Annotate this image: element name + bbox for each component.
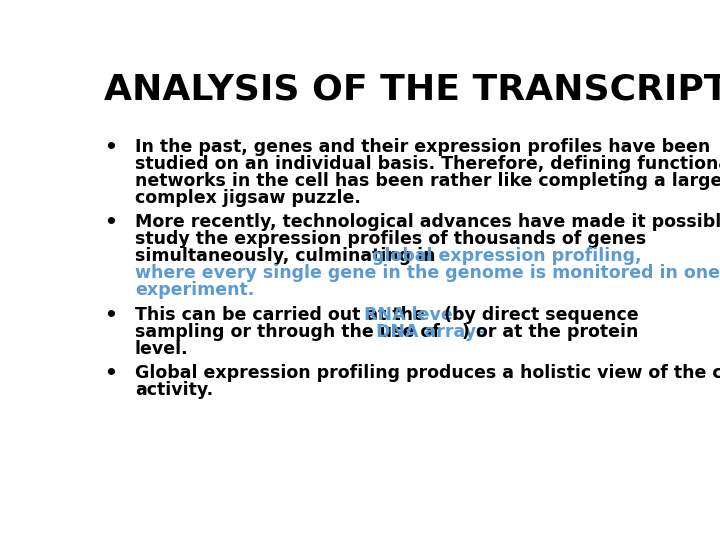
Text: In the past, genes and their expression profiles have been: In the past, genes and their expression … [135, 138, 710, 156]
Text: More recently, technological advances have made it possible to: More recently, technological advances ha… [135, 213, 720, 232]
Text: where every single gene in the genome is monitored in one: where every single gene in the genome is… [135, 264, 720, 282]
Text: activity.: activity. [135, 381, 213, 399]
Text: simultaneously, culminating in: simultaneously, culminating in [135, 247, 441, 265]
Text: level.: level. [135, 340, 189, 357]
Text: experiment.: experiment. [135, 281, 254, 299]
Text: •: • [104, 364, 117, 383]
Text: global expression profiling,: global expression profiling, [372, 247, 642, 265]
Text: studied on an individual basis. Therefore, defining functional: studied on an individual basis. Therefor… [135, 155, 720, 173]
Text: DNA arrays: DNA arrays [376, 323, 487, 341]
Text: •: • [104, 213, 117, 232]
Text: ANALYSIS OF THE TRANSCRIPTOME: ANALYSIS OF THE TRANSCRIPTOME [104, 72, 720, 106]
Text: (by direct sequence: (by direct sequence [438, 306, 639, 324]
Text: •: • [104, 306, 117, 325]
Text: RNA level: RNA level [364, 306, 459, 324]
Text: networks in the cell has been rather like completing a large and: networks in the cell has been rather lik… [135, 172, 720, 190]
Text: ) or at the protein: ) or at the protein [462, 323, 638, 341]
Text: Global expression profiling produces a holistic view of the cell’s: Global expression profiling produces a h… [135, 364, 720, 382]
Text: study the expression profiles of thousands of genes: study the expression profiles of thousan… [135, 231, 647, 248]
Text: sampling or through the use of: sampling or through the use of [135, 323, 446, 341]
Text: This can be carried out at the: This can be carried out at the [135, 306, 431, 324]
Text: complex jigsaw puzzle.: complex jigsaw puzzle. [135, 189, 361, 207]
Text: •: • [104, 138, 117, 157]
